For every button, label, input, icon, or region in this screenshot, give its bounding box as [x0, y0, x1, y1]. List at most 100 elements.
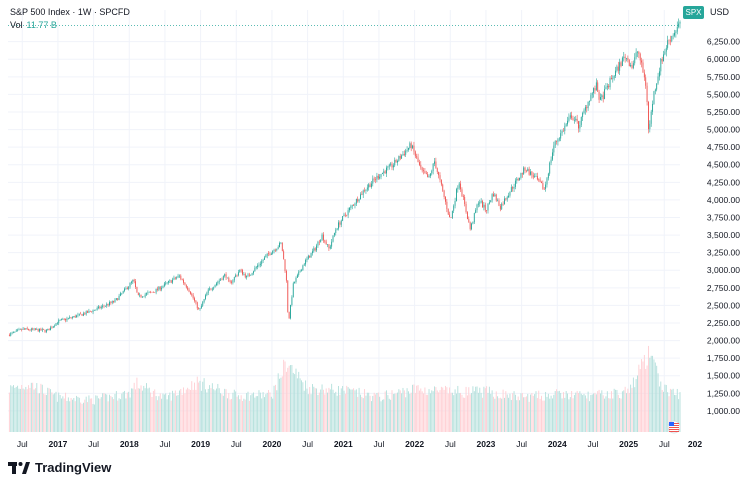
volume-bar [151, 396, 153, 432]
volume-bar [458, 393, 460, 432]
volume-bar [353, 388, 355, 432]
candle-body [560, 133, 562, 139]
candle-body [313, 248, 315, 252]
candle-body [107, 303, 109, 306]
volume-bar [460, 392, 462, 432]
volume-bar [324, 394, 326, 432]
candle-body [177, 275, 179, 278]
y-tick-label: 3,000.00 [707, 265, 740, 275]
candle-body [63, 318, 65, 320]
volume-bar [295, 368, 297, 432]
candle-body [314, 248, 316, 251]
volume-bar [602, 395, 604, 432]
candle-body [265, 255, 267, 258]
volume-bar [635, 379, 637, 432]
candle-body [247, 274, 249, 276]
volume-bar [188, 389, 190, 432]
candle-body [141, 296, 143, 298]
volume-bar [436, 390, 438, 432]
candle-body [30, 328, 32, 331]
candle-body [549, 162, 551, 174]
candle-body [498, 200, 500, 206]
candle-body [77, 314, 79, 316]
candle-body [383, 171, 385, 173]
volume-bar [521, 393, 523, 432]
candle-body [114, 299, 116, 303]
candle-body [213, 287, 215, 289]
volume-bar [328, 387, 330, 432]
volume-bar [62, 396, 64, 432]
y-tick-label: 1,750.00 [707, 353, 740, 363]
candle-body [312, 251, 313, 254]
volume-bar [195, 389, 197, 432]
candle-body [335, 229, 337, 234]
volume-bar [360, 394, 361, 432]
volume-bar [643, 354, 645, 432]
candle-body [512, 187, 514, 189]
volume-bar [594, 392, 596, 432]
candle-body [140, 294, 142, 297]
currency-label[interactable]: USD [710, 7, 730, 17]
candle-body [408, 147, 409, 150]
volume-bar [513, 391, 515, 432]
volume-bar [347, 387, 349, 432]
volume-bar [84, 399, 86, 432]
candle-body [11, 332, 13, 334]
volume-bar [558, 390, 560, 432]
candle-body [632, 63, 634, 68]
volume-bar [612, 398, 614, 432]
volume-bar [303, 390, 305, 432]
volume-bar [265, 394, 267, 432]
candle-body [473, 213, 475, 223]
candle-body [423, 170, 424, 172]
volume-bar [542, 400, 544, 432]
candle-body [487, 203, 489, 211]
candle-body [62, 318, 64, 320]
volume-bar [658, 386, 660, 432]
volume-bar [207, 388, 209, 432]
volume-bar [310, 394, 312, 432]
volume-bar [50, 389, 51, 432]
candle-body [78, 313, 80, 315]
candle-body [296, 274, 298, 278]
volume-bar [626, 393, 627, 432]
volume-bar [285, 371, 287, 432]
volume-bar [536, 398, 538, 432]
candle-body [524, 167, 526, 171]
volume-bar [107, 401, 109, 432]
volume-bar [178, 390, 180, 432]
candle-body [360, 194, 361, 200]
candle-body [354, 203, 356, 206]
candle-body [362, 190, 364, 195]
volume-bar [214, 390, 216, 432]
volume-bar [408, 391, 409, 432]
volume-bar [624, 386, 626, 432]
tradingview-logo[interactable]: TradingView [8, 460, 111, 475]
volume-bar [65, 392, 67, 432]
candle-body [375, 179, 376, 181]
candle-body [652, 103, 654, 112]
candle-body [553, 145, 555, 153]
candle-body [151, 292, 153, 293]
volume-bar [192, 389, 194, 432]
candle-body [587, 101, 589, 109]
volume-bar [397, 392, 398, 432]
candle-body [292, 283, 294, 298]
volume-bar [384, 391, 386, 432]
volume-bar [447, 393, 449, 432]
candle-body [347, 210, 349, 216]
volume-bar [475, 386, 477, 432]
candle-body [176, 277, 178, 279]
symbol-title[interactable]: S&P 500 Index · 1W · SPCFD [10, 7, 130, 17]
candle-body [531, 171, 533, 176]
volume-bar [512, 393, 514, 432]
volume-bar [242, 400, 243, 432]
volume-bar [253, 392, 254, 432]
candle-body [25, 328, 27, 330]
candle-body [631, 65, 633, 68]
candle-body [143, 296, 145, 298]
candle-body [545, 184, 547, 189]
candle-body [439, 175, 441, 180]
